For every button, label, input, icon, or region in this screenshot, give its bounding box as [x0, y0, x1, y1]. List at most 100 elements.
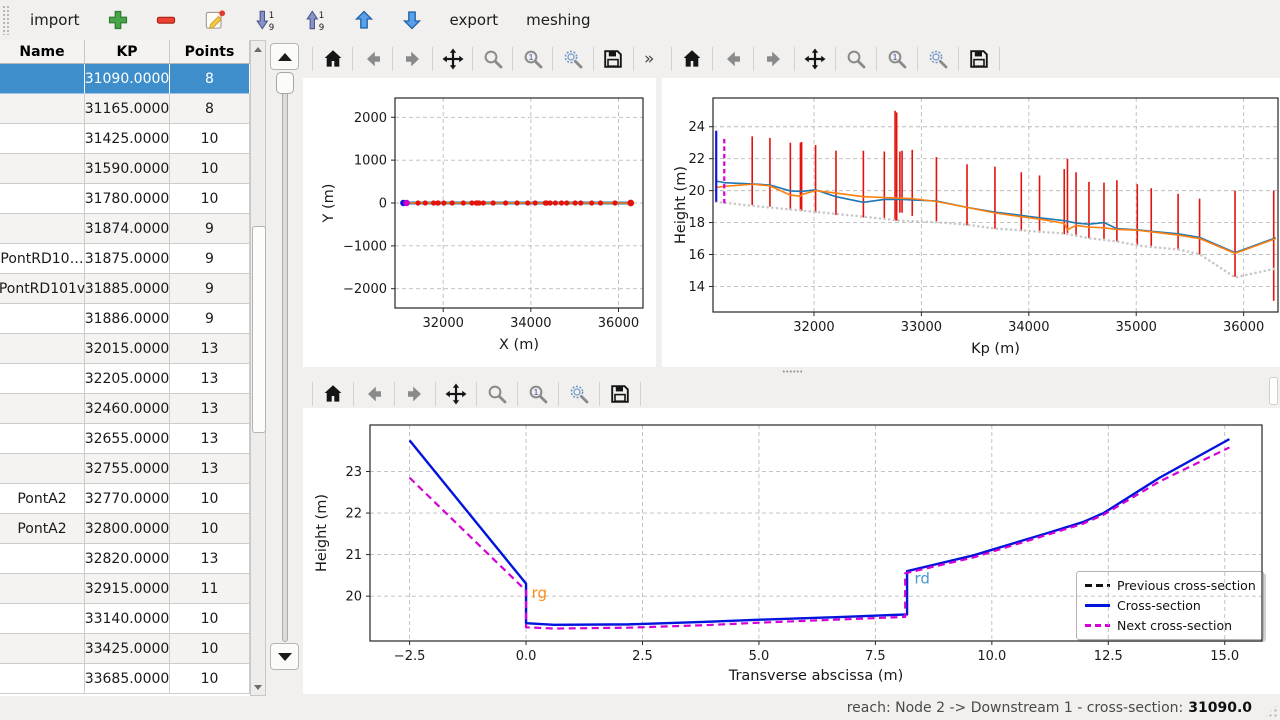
table-scrollbar[interactable]	[250, 40, 266, 696]
horizontal-splitter[interactable]	[303, 367, 1280, 375]
table-header: Name KP Points	[0, 40, 250, 64]
home-button[interactable]	[316, 378, 350, 410]
slider-track[interactable]	[282, 78, 288, 642]
back-button[interactable]	[357, 378, 391, 410]
down-triangle-icon	[277, 652, 292, 661]
toolbar-overflow-button[interactable]: »	[637, 43, 662, 75]
table-row[interactable]: 31886.0000 9	[0, 304, 250, 334]
splitter-handle[interactable]	[1269, 377, 1278, 405]
home-icon	[324, 385, 342, 402]
move-down-button[interactable]	[390, 4, 434, 36]
slider-up-button[interactable]	[270, 43, 299, 70]
cross-section-profile-chart: −2.5 0.0 2.5 5.0 7.5 10.0 12.5 15.0 20 21 22 23 Tran…	[314, 424, 1263, 684]
cell-kp: 32015.0000	[85, 334, 170, 364]
zoom-original-button[interactable]: 1	[521, 378, 555, 410]
save-button[interactable]	[597, 43, 630, 75]
cell-points: 9	[170, 274, 250, 304]
scrollbar-up-button[interactable]	[251, 43, 265, 55]
resize-grip[interactable]	[1264, 704, 1278, 718]
svg-text:0: 0	[379, 197, 387, 212]
table-row[interactable]: 32460.0000 13	[0, 394, 250, 424]
zoom-icon	[488, 385, 507, 404]
save-button[interactable]	[603, 378, 637, 410]
zoom-original-button[interactable]: 1	[516, 43, 549, 75]
svg-text:1: 1	[534, 387, 539, 397]
table-row[interactable]: 31425.0000 10	[0, 124, 250, 154]
home-button[interactable]	[675, 43, 709, 75]
zoom-rect-button[interactable]	[562, 378, 596, 410]
toolbar-separator	[917, 47, 918, 71]
table-row[interactable]: 32205.0000 13	[0, 364, 250, 394]
back-button[interactable]	[716, 43, 750, 75]
svg-text:33000: 33000	[901, 320, 942, 335]
table-row[interactable]: 31165.0000 8	[0, 94, 250, 124]
table-row[interactable]: 32015.0000 13	[0, 334, 250, 364]
column-header-name[interactable]: Name	[0, 40, 85, 63]
blue-line-key-icon	[1085, 604, 1110, 607]
profile-toolbar: 1	[662, 40, 1280, 78]
zoom-rect-button[interactable]	[921, 43, 955, 75]
table-row[interactable]: PontRD101v 31885.0000 9	[0, 274, 250, 304]
svg-text:2000: 2000	[354, 111, 387, 126]
zoom-button[interactable]	[839, 43, 873, 75]
table-row[interactable]: 33140.0000 10	[0, 604, 250, 634]
forward-button[interactable]	[757, 43, 791, 75]
meshing-button[interactable]: meshing	[514, 4, 602, 36]
move-up-button[interactable]	[342, 4, 386, 36]
table-row[interactable]: 31874.0000 9	[0, 214, 250, 244]
table-row[interactable]: PontA2 32800.0000 10	[0, 514, 250, 544]
svg-text:rd: rd	[915, 570, 930, 588]
scrollbar-down-button[interactable]	[251, 681, 265, 693]
toolbar-drag-handle[interactable]	[2, 5, 10, 35]
cross-section-plot[interactable]: Previous cross-section Cross-section Nex…	[303, 408, 1280, 694]
table-row[interactable]: 32820.0000 13	[0, 544, 250, 574]
cell-kp: 31875.0000	[85, 244, 170, 274]
forward-button[interactable]	[396, 43, 429, 75]
back-button[interactable]	[356, 43, 389, 75]
table-row[interactable]: 32655.0000 13	[0, 424, 250, 454]
zoom-rect-button[interactable]	[556, 43, 589, 75]
table-row[interactable]: 31590.0000 10	[0, 154, 250, 184]
pan-button[interactable]	[798, 43, 832, 75]
table-row[interactable]: PontRD10… 31875.0000 9	[0, 244, 250, 274]
slider-handle[interactable]	[276, 72, 294, 94]
slider-down-button[interactable]	[270, 643, 299, 670]
zoom-original-button[interactable]: 1	[880, 43, 914, 75]
plan-view-plot[interactable]: 32000 34000 36000 2000 1000 0 −1000 −2000 X (m) Y…	[303, 78, 656, 367]
longitudinal-profile-chart: 32000 33000 34000 35000 36000 14 16 18 20 22 24 Kp …	[673, 97, 1279, 357]
table-row[interactable]: 31780.0000 10	[0, 184, 250, 214]
svg-text:34000: 34000	[510, 316, 551, 331]
import-button[interactable]: import	[18, 4, 92, 36]
table-row[interactable]: 31090.0000 8	[0, 64, 250, 94]
table-row[interactable]: 33685.0000 10	[0, 664, 250, 694]
save-button[interactable]	[962, 43, 996, 75]
table-row[interactable]: 32915.0000 11	[0, 574, 250, 604]
forward-button[interactable]	[398, 378, 432, 410]
up-triangle-icon	[254, 46, 262, 52]
zoom-button[interactable]	[476, 43, 509, 75]
table-row[interactable]: 32755.0000 13	[0, 454, 250, 484]
zoom-button[interactable]	[480, 378, 514, 410]
pan-button[interactable]	[436, 43, 469, 75]
add-cross-section-button[interactable]	[96, 4, 140, 36]
column-header-points[interactable]: Points	[170, 40, 250, 63]
toolbar-separator	[394, 382, 395, 406]
cell-kp: 31425.0000	[85, 124, 170, 154]
cell-points: 10	[170, 484, 250, 514]
column-header-kp[interactable]: KP	[85, 40, 170, 63]
remove-cross-section-button[interactable]	[144, 4, 188, 36]
profile-plot[interactable]: 32000 33000 34000 35000 36000 14 16 18 20 22 24 Kp …	[662, 78, 1280, 367]
table-row[interactable]: PontA2 32770.0000 10	[0, 484, 250, 514]
table-row[interactable]: 33425.0000 10	[0, 634, 250, 664]
pan-icon	[445, 383, 467, 405]
cell-points: 10	[170, 514, 250, 544]
legend-entry-current: Cross-section	[1085, 598, 1255, 613]
pan-button[interactable]	[439, 378, 473, 410]
home-button[interactable]	[316, 43, 349, 75]
scrollbar-thumb[interactable]	[252, 226, 266, 433]
toolbar-separator	[592, 47, 594, 71]
export-button[interactable]: export	[438, 4, 511, 36]
edit-cross-section-button[interactable]	[192, 4, 238, 36]
